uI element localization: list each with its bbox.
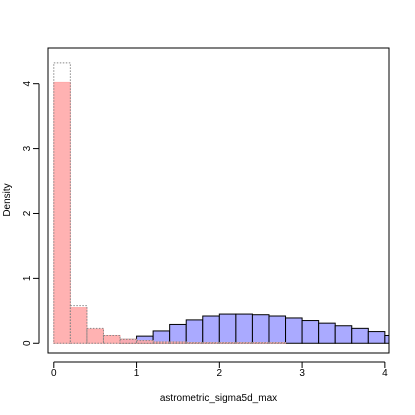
- bar-series-1-bin-6: [152, 341, 171, 344]
- bar-series-0-bin-14: [285, 317, 303, 344]
- y-axis-label: Density: [2, 183, 13, 216]
- bar-series-2-bin-13: [268, 342, 287, 344]
- x-axis-label: astrometric_sigma5d_max: [160, 393, 277, 404]
- bar-series-2-bin-0: [53, 62, 71, 344]
- bar-series-2-bin-11: [235, 342, 253, 344]
- bar-series-1-bin-4: [119, 338, 138, 344]
- bar-series-0-bin-11: [235, 313, 253, 344]
- y-tick-label-3: 3: [22, 145, 33, 151]
- bar-series-0-bin-15: [301, 320, 320, 344]
- bar-series-1-bin-0: [53, 81, 71, 344]
- x-tick-label-4: 4: [382, 368, 388, 379]
- bar-series-1-bin-3: [102, 334, 121, 344]
- x-tick-label-3: 3: [299, 368, 305, 379]
- bar-series-0-bin-8: [185, 319, 204, 344]
- bar-series-1-bin-1: [69, 307, 88, 344]
- axes: 0 1 2 3 4 0 1 2 3 4: [22, 80, 388, 379]
- bar-series-0-bin-10: [218, 313, 237, 344]
- histogram-bars: [53, 62, 389, 344]
- bar-series-2-bin-5: [136, 340, 154, 344]
- y-tick-label-4: 4: [22, 80, 33, 86]
- bar-series-0-bin-9: [202, 315, 220, 344]
- y-tick-label-1: 1: [22, 275, 33, 281]
- bar-series-2-bin-10: [218, 342, 237, 344]
- bar-series-0-bin-7: [169, 323, 187, 344]
- bar-series-0-bin-20: [384, 334, 389, 344]
- bar-series-0-bin-17: [334, 325, 353, 344]
- bar-series-0-bin-18: [351, 327, 369, 344]
- bar-series-0-bin-13: [268, 315, 287, 344]
- bar-series-2-bin-4: [119, 338, 138, 344]
- plot-frame: [47, 47, 390, 354]
- bar-series-1-bin-2: [86, 328, 104, 344]
- x-tick-label-1: 1: [134, 368, 140, 379]
- bar-series-0-bin-16: [318, 322, 336, 344]
- bar-series-1-bin-7: [169, 341, 187, 344]
- bar-series-2-bin-12: [251, 342, 270, 344]
- bar-series-2-bin-8: [185, 342, 204, 344]
- bar-series-0-bin-6: [152, 330, 171, 344]
- y-tick-label-2: 2: [22, 210, 33, 216]
- x-tick-label-0: 0: [51, 368, 57, 379]
- bar-series-0-bin-12: [251, 314, 270, 344]
- bar-series-0-bin-19: [367, 331, 386, 344]
- bar-series-2-bin-9: [202, 342, 220, 344]
- x-tick-label-2: 2: [217, 368, 223, 379]
- y-tick-label-0: 0: [22, 340, 33, 346]
